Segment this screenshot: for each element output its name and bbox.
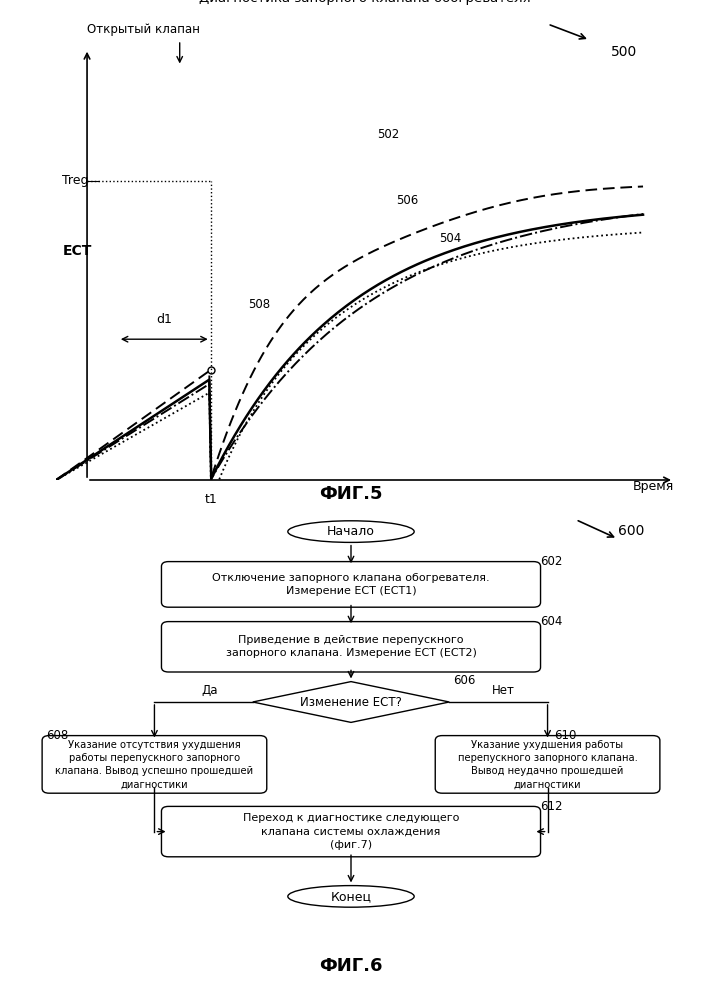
FancyBboxPatch shape — [161, 806, 541, 857]
Text: 604: 604 — [541, 615, 563, 628]
Text: Изменение ЕСТ?: Изменение ЕСТ? — [300, 696, 402, 708]
Text: 612: 612 — [541, 800, 563, 813]
Text: Переход к диагностике следующего
клапана системы охлаждения
(фиг.7): Переход к диагностике следующего клапана… — [243, 813, 459, 850]
Text: 600: 600 — [618, 524, 644, 538]
Text: 508: 508 — [248, 298, 270, 310]
Text: 606: 606 — [453, 674, 475, 687]
Text: 502: 502 — [378, 128, 399, 141]
FancyBboxPatch shape — [161, 562, 541, 607]
Text: Приведение в действие перепускного
запорного клапана. Измерение ЕСТ (ЕСТ2): Приведение в действие перепускного запор… — [225, 635, 477, 658]
Text: ФИГ.5: ФИГ.5 — [319, 485, 383, 503]
Text: ECT: ECT — [62, 244, 92, 258]
Text: Указание ухудшения работы
перепускного запорного клапана.
Вывод неудачно прошедш: Указание ухудшения работы перепускного з… — [458, 740, 637, 789]
Text: Конец: Конец — [331, 890, 371, 903]
Text: 506: 506 — [396, 194, 418, 207]
Ellipse shape — [288, 521, 414, 542]
Text: Диагностика запорного клапана обогревателя: Диагностика запорного клапана обогревате… — [199, 0, 531, 5]
FancyBboxPatch shape — [42, 736, 267, 793]
FancyBboxPatch shape — [161, 622, 541, 672]
Text: Нет: Нет — [491, 684, 515, 697]
Text: t1: t1 — [204, 493, 217, 506]
Text: d1: d1 — [157, 313, 172, 326]
Text: Время: Время — [633, 480, 674, 493]
Text: Да: Да — [201, 684, 218, 697]
Text: Указание отсутствия ухудшения
работы перепускного запорного
клапана. Вывод успеш: Указание отсутствия ухудшения работы пер… — [55, 740, 253, 789]
Text: Treg: Treg — [62, 174, 89, 187]
Text: ФИГ.6: ФИГ.6 — [319, 957, 383, 975]
Text: 504: 504 — [439, 232, 461, 244]
Ellipse shape — [288, 886, 414, 907]
Text: Отключение запорного клапана обогревателя.
Измерение ЕСТ (ЕСТ1): Отключение запорного клапана обогревател… — [212, 573, 490, 596]
Text: Открытый клапан: Открытый клапан — [87, 23, 200, 36]
Polygon shape — [253, 682, 449, 722]
Text: 602: 602 — [541, 555, 563, 568]
Text: 610: 610 — [555, 729, 577, 742]
FancyBboxPatch shape — [435, 736, 660, 793]
Text: 608: 608 — [46, 729, 68, 742]
Text: 500: 500 — [611, 45, 637, 59]
Text: Начало: Начало — [327, 525, 375, 538]
